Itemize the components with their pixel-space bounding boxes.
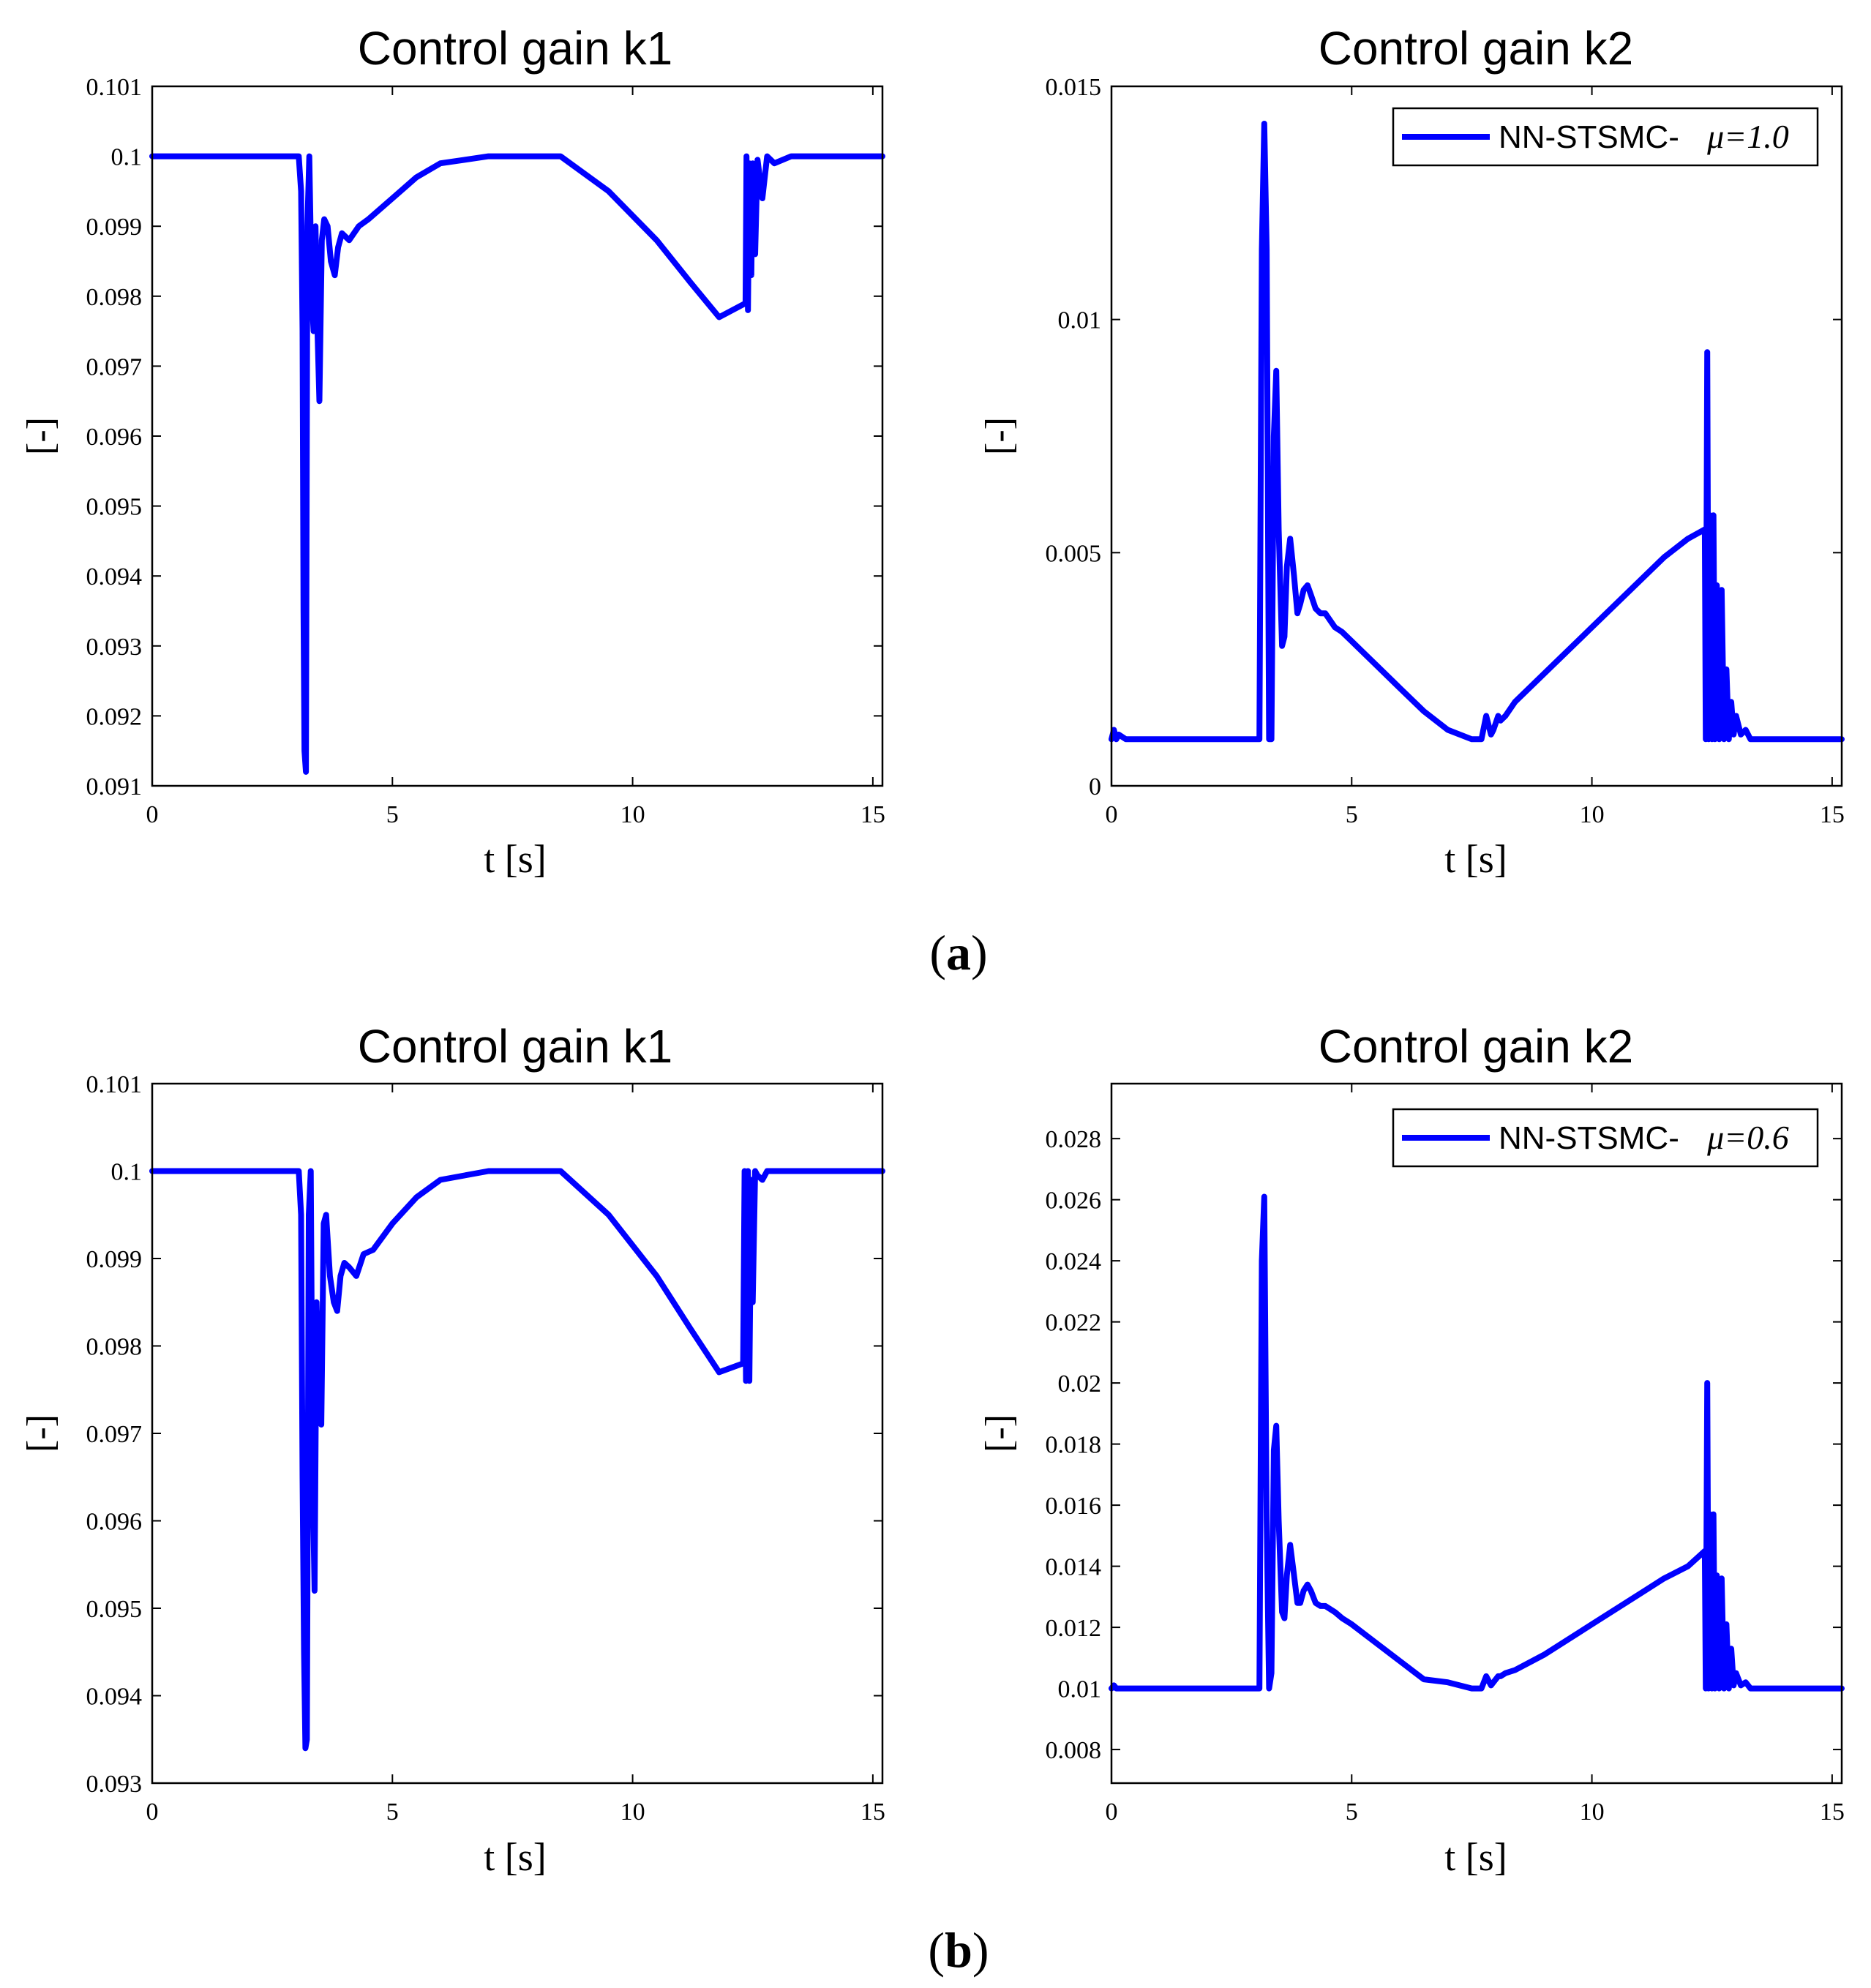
- y-tick-label: 0.016: [1046, 1493, 1102, 1520]
- y-tick-label: 0.014: [1046, 1554, 1102, 1581]
- x-tick-label: 10: [1580, 1798, 1605, 1826]
- x-tick-label: 0: [1106, 1798, 1118, 1826]
- legend: NN-STSMC- μ=1.0: [1392, 107, 1819, 167]
- y-tick-label: 0.101: [86, 74, 143, 101]
- y-tick-label: 0.01: [1058, 307, 1102, 334]
- legend-label: NN-STSMC- μ=1.0: [1499, 118, 1789, 155]
- y-tick-label: 0.018: [1046, 1432, 1102, 1459]
- x-tick-label: 15: [1820, 801, 1845, 828]
- chart-title: Control gain k1: [358, 1020, 672, 1073]
- y-tick-label: 0.01: [1058, 1676, 1102, 1703]
- y-tick-label: 0.005: [1046, 540, 1102, 567]
- y-tick-label: 0.094: [86, 563, 143, 590]
- y-tick-label: 0.099: [86, 1246, 143, 1273]
- chart-title: Control gain k1: [358, 22, 672, 75]
- chart-title: Control gain k2: [1319, 1020, 1633, 1073]
- plot-frame: [1110, 1082, 1843, 1785]
- x-tick-label: 5: [386, 1798, 399, 1826]
- x-axis-label: t [s]: [484, 837, 546, 881]
- x-tick-label: 10: [620, 1798, 645, 1826]
- y-tick-label: 0.092: [86, 703, 143, 730]
- series-line: [149, 1168, 885, 1752]
- plot-frame: [151, 85, 884, 787]
- chart-title: Control gain k2: [1319, 22, 1633, 75]
- y-tick-label: 0.028: [1046, 1126, 1102, 1153]
- y-tick-label: 0.024: [1046, 1248, 1102, 1275]
- x-tick-label: 5: [1346, 1798, 1358, 1826]
- plot-frame: [1110, 85, 1843, 787]
- x-tick-label: 0: [146, 1798, 159, 1826]
- y-tick-label: 0.026: [1046, 1188, 1102, 1215]
- y-tick-label: 0.098: [86, 284, 143, 311]
- y-axis-label: [-]: [978, 417, 1020, 455]
- y-axis-label: [-]: [20, 1414, 61, 1452]
- y-tick-label: 0.095: [86, 494, 143, 521]
- series-line: [1109, 121, 1845, 743]
- y-tick-label: 0.095: [86, 1596, 143, 1623]
- y-tick-label: 0.091: [86, 773, 143, 800]
- x-axis-label: t [s]: [484, 1835, 546, 1879]
- y-tick-label: 0.012: [1046, 1615, 1102, 1642]
- legend: NN-STSMC- μ=0.6: [1392, 1108, 1819, 1168]
- caption-a: (a): [929, 925, 987, 980]
- y-axis-label: [-]: [20, 417, 61, 455]
- x-axis-label: t [s]: [1444, 1835, 1507, 1879]
- caption-b: (b): [928, 1922, 989, 1978]
- y-tick-label: 0.098: [86, 1334, 143, 1361]
- y-tick-label: 0.093: [86, 1771, 143, 1798]
- x-tick-label: 0: [1106, 801, 1118, 828]
- series-line: [1109, 1193, 1845, 1692]
- x-tick-label: 10: [1580, 801, 1605, 828]
- x-tick-label: 10: [620, 801, 645, 828]
- x-axis-label: t [s]: [1444, 837, 1507, 881]
- x-tick-label: 0: [146, 801, 159, 828]
- y-tick-label: 0.097: [86, 1421, 143, 1448]
- y-tick-label: 0.008: [1046, 1737, 1102, 1764]
- y-tick-label: 0.1: [111, 1159, 143, 1186]
- y-tick-label: 0.093: [86, 634, 143, 661]
- y-tick-label: 0.099: [86, 214, 143, 241]
- plot-frame: [151, 1082, 884, 1785]
- y-tick-label: 0.094: [86, 1684, 143, 1711]
- legend-label: NN-STSMC- μ=0.6: [1499, 1119, 1789, 1156]
- chart-a-k1: Control gain k1 0.091 0.092 0.093 0.094 0.09…: [20, 22, 885, 881]
- series-line: [149, 153, 885, 775]
- y-tick-label: 0.02: [1058, 1370, 1102, 1398]
- y-tick-label: 0.096: [86, 1509, 143, 1536]
- y-tick-label: 0.022: [1046, 1310, 1102, 1337]
- y-tick-label: 0.097: [86, 353, 143, 380]
- y-tick-label: 0.015: [1046, 74, 1102, 101]
- x-tick-label: 5: [386, 801, 399, 828]
- chart-b-k2: Control gain k2 0.008 0.01 0.012 0.014 0.016…: [978, 1020, 1845, 1879]
- y-axis-label: [-]: [978, 1414, 1020, 1452]
- chart-b-k1: Control gain k1 0.093 0.094 0.095 0.096 0.09…: [20, 1020, 885, 1879]
- x-tick-label: 15: [860, 1798, 885, 1826]
- y-tick-label: 0: [1089, 773, 1101, 800]
- chart-a-k2: Control gain k2 0 0.005 0.01 0.015 0 5 10 15 N…: [978, 22, 1845, 881]
- y-tick-label: 0.1: [111, 144, 143, 171]
- y-tick-label: 0.096: [86, 424, 143, 451]
- y-tick-label: 0.101: [86, 1071, 143, 1098]
- x-tick-label: 15: [860, 801, 885, 828]
- x-tick-label: 15: [1820, 1798, 1845, 1826]
- x-tick-label: 5: [1346, 801, 1358, 828]
